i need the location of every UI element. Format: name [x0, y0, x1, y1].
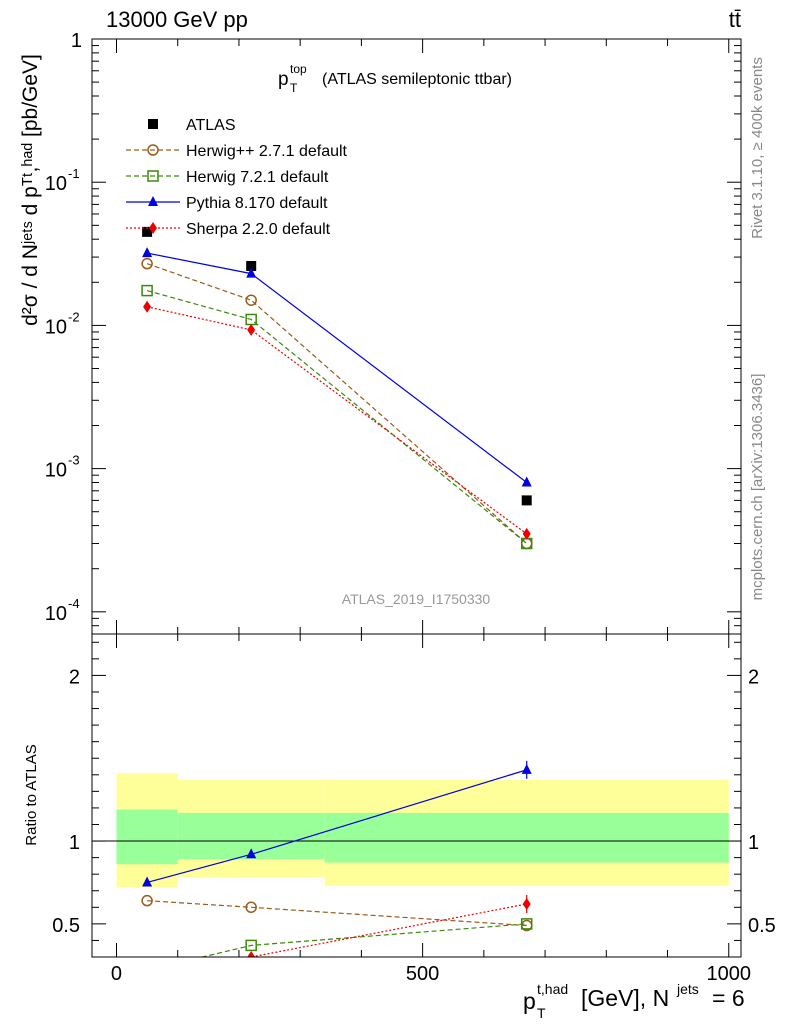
- legend: ATLAS Herwig++ 2.7.1 default Herwig 7.2.1 …: [126, 117, 348, 238]
- main-line-herwig-7-2-1-default: [146, 290, 528, 544]
- ratio-point-herwig-7-2-1-default-2: [520, 918, 533, 930]
- main-point-herwig-2-7-1-default-1: [245, 294, 257, 306]
- main-y-tick-exponent: -3: [68, 453, 80, 468]
- ratio-y-tick-label-left: 2: [69, 666, 80, 688]
- ratio-series-layer: [141, 760, 533, 957]
- main-y-tick-exponent: -4: [68, 596, 80, 611]
- ratio-line-sherpa-2-2-0-default: [248, 903, 527, 957]
- main-line-herwig-2-7-1-default: [146, 263, 528, 544]
- ratio-y-tick-label-right: 0.5: [748, 915, 776, 937]
- ratio-y-tick-label-right: 1: [748, 832, 759, 854]
- x-label-p: p: [523, 988, 536, 1014]
- main-y-tick-label: 10: [45, 460, 67, 482]
- ratio-band-inner-0: [116, 809, 178, 865]
- ratio-band-inner-2: [324, 812, 729, 863]
- ratio-line-herwig-7-2-1-default: [200, 923, 527, 957]
- legend-label-pythia-8-170-default: Pythia 8.170 default: [186, 195, 328, 212]
- main-point-sherpa-2-2-0-default-0: [143, 300, 152, 313]
- ratio-uncertainty-bands: [92, 773, 741, 888]
- ratio-point-herwig-2-7-1-default-1: [245, 901, 257, 914]
- main-y-tick-exponent: -1: [68, 166, 80, 181]
- rivet-version-label: Rivet 3.1.10, ≥ 400k events: [749, 57, 766, 239]
- x-tick-label: 1000: [707, 963, 752, 985]
- title-subscript: T: [290, 81, 298, 95]
- main-point-pythia-8-170-default-0: [142, 247, 153, 258]
- ratio-point-pythia-8-170-default-1: [246, 848, 257, 859]
- main-point-atlas-1: [246, 260, 257, 271]
- ratio-point-herwig-2-7-1-default-0: [141, 894, 153, 907]
- ratio-y-tick-label-left: 0.5: [52, 915, 80, 937]
- ratio-axes: 2 2 1 1 0.5 0.5 0 500 1000: [52, 633, 776, 985]
- main-y-tick-label: 10: [45, 603, 67, 625]
- main-point-sherpa-2-2-0-default-1: [247, 323, 256, 336]
- ratio-point-pythia-8-170-default-0: [142, 876, 153, 887]
- main-y-tick-label: 1: [71, 30, 82, 52]
- ratio-y-tick-label-right: 2: [748, 666, 759, 688]
- legend-label-herwig-7-2-1-default: Herwig 7.2.1 default: [186, 169, 329, 186]
- ratio-y-axis-label: Ratio to ATLAS: [23, 744, 40, 845]
- x-axis-label: p Tt,had [GeV], N jets = 6: [523, 981, 745, 1021]
- main-y-axis-label: d²σ / d Nʲᵉᵗˢ d pᵀᵗ,ʰᵃᵈ [pb/GeV]: [19, 54, 42, 326]
- legend-marker-atlas: [148, 119, 158, 129]
- ratio-line-herwig-2-7-1-default: [147, 900, 527, 927]
- x-tick-label: 500: [406, 963, 439, 985]
- x-label-superscript: t,had: [537, 981, 568, 997]
- title-p: p: [278, 69, 289, 90]
- x-label-text: [GeV], N: [581, 985, 669, 1011]
- x-label-text-2: = 6: [712, 985, 745, 1011]
- title-superscript: top: [290, 62, 307, 76]
- main-y-axis-label-text: d²σ / d Nʲᵉᵗˢ d pᵀᵗ,ʰᵃᵈ [pb/GeV]: [19, 54, 42, 326]
- energy-label: 13000 GeV pp: [106, 7, 248, 32]
- main-y-tick-exponent: -2: [68, 309, 80, 324]
- main-y-tick-label: 10: [45, 173, 67, 195]
- legend-marker-sherpa-2-2-0-default: [149, 222, 157, 234]
- ratio-point-sherpa-2-2-0-default-2: [522, 897, 531, 910]
- mcplots-label: mcplots.cern.ch [arXiv:1306.3436]: [749, 374, 766, 601]
- legend-label-atlas: ATLAS: [186, 117, 236, 134]
- main-point-atlas-0: [142, 226, 153, 237]
- ratio-frame: [91, 633, 742, 958]
- main-point-sherpa-2-2-0-default-2: [522, 527, 531, 540]
- process-label: tt̄: [729, 7, 741, 32]
- analysis-id-label: ATLAS_2019_I1750330: [342, 591, 491, 607]
- legend-marker-herwig-2-7-1-default: [147, 144, 159, 156]
- ratio-point-pythia-8-170-default-2: [521, 763, 532, 774]
- ratio-panel: 2 2 1 1 0.5 0.5 0 500 1000 Ratio to ATLAS p Tt,ha…: [23, 633, 776, 1021]
- x-tick-label: 0: [111, 963, 122, 985]
- x-label-superscript-2: jets: [676, 981, 699, 997]
- legend-label-herwig-2-7-1-default: Herwig++ 2.7.1 default: [186, 143, 348, 160]
- main-series-layer: [141, 226, 533, 550]
- main-point-atlas-2: [521, 495, 532, 506]
- legend-marker-herwig-7-2-1-default: [147, 170, 159, 182]
- main-point-herwig-7-2-1-default-0: [141, 284, 153, 297]
- ratio-point-sherpa-2-2-0-default-1: [247, 951, 256, 957]
- main-y-tick-label: 10: [45, 316, 67, 338]
- x-label-subscript: T: [537, 1005, 546, 1021]
- main-line-sherpa-2-2-0-default: [146, 306, 528, 535]
- title-text: (ATLAS semileptonic ttbar): [322, 71, 512, 88]
- main-point-pythia-8-170-default-2: [521, 476, 532, 487]
- legend-label-sherpa-2-2-0-default: Sherpa 2.2.0 default: [186, 221, 331, 238]
- main-panel: 110-110-210-310-4 ATLAS_2019_I1750330 AT…: [19, 30, 742, 635]
- main-point-herwig-2-7-1-default-0: [141, 257, 153, 270]
- main-point-pythia-8-170-default-1: [246, 267, 257, 278]
- legend-marker-pythia-8-170-default: [148, 196, 158, 206]
- ratio-point-herwig-7-2-1-default-1: [245, 939, 257, 952]
- main-line-pythia-8-170-default: [146, 252, 528, 483]
- ratio-y-tick-label-left: 1: [69, 832, 80, 854]
